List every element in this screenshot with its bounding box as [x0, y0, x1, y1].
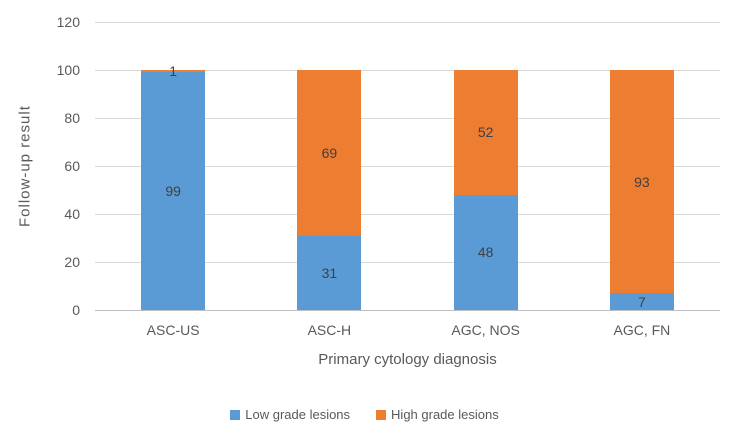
bar-segment-low-grade	[609, 293, 674, 310]
x-category-label: ASC-US	[146, 322, 200, 338]
y-tick-label: 60	[64, 158, 80, 174]
legend-swatch-icon	[230, 409, 241, 420]
x-category-label: AGC, FN	[613, 322, 671, 338]
legend-swatch-icon	[376, 409, 387, 420]
y-tick-label: 80	[64, 110, 80, 126]
bar-segment-low-grade	[141, 72, 206, 310]
bar-segment-low-grade	[453, 194, 518, 310]
bar-segment-high-grade	[609, 70, 674, 294]
data-label: 99	[165, 183, 181, 200]
gridline	[95, 118, 720, 119]
x-category-label: AGC, NOS	[451, 322, 520, 338]
bar-segment-high-grade	[141, 70, 206, 73]
x-category-label: ASC-H	[307, 322, 352, 338]
gridline	[95, 214, 720, 215]
legend-item-low-grade: Low grade lesions	[230, 408, 350, 421]
gridline	[95, 262, 720, 263]
gridline	[95, 70, 720, 71]
data-label: 31	[321, 264, 338, 281]
y-tick-label: 100	[56, 62, 80, 78]
data-label: 7	[637, 293, 646, 310]
y-tick-label: 120	[56, 14, 80, 30]
gridline	[95, 22, 720, 23]
legend-item-high-grade: High grade lesions	[376, 408, 499, 421]
legend-label: Low grade lesions	[245, 407, 351, 422]
x-axis-title: Primary cytology diagnosis	[318, 351, 497, 368]
legend-label: High grade lesions	[391, 407, 499, 422]
gridline	[95, 166, 720, 167]
bar-segment-high-grade	[297, 70, 362, 236]
y-tick-label: 40	[64, 206, 80, 222]
data-label: 1	[169, 63, 178, 80]
y-tick-label: 20	[64, 254, 80, 270]
bar-segment-high-grade	[453, 70, 518, 195]
data-label: 48	[477, 244, 494, 261]
legend: Low grade lesions High grade lesions	[0, 408, 729, 421]
y-tick-label: 0	[72, 302, 80, 318]
x-axis-line	[95, 310, 720, 311]
bar-segment-low-grade	[297, 235, 362, 310]
data-label: 93	[634, 173, 650, 190]
data-label: 69	[321, 144, 338, 161]
data-label: 52	[477, 124, 494, 141]
